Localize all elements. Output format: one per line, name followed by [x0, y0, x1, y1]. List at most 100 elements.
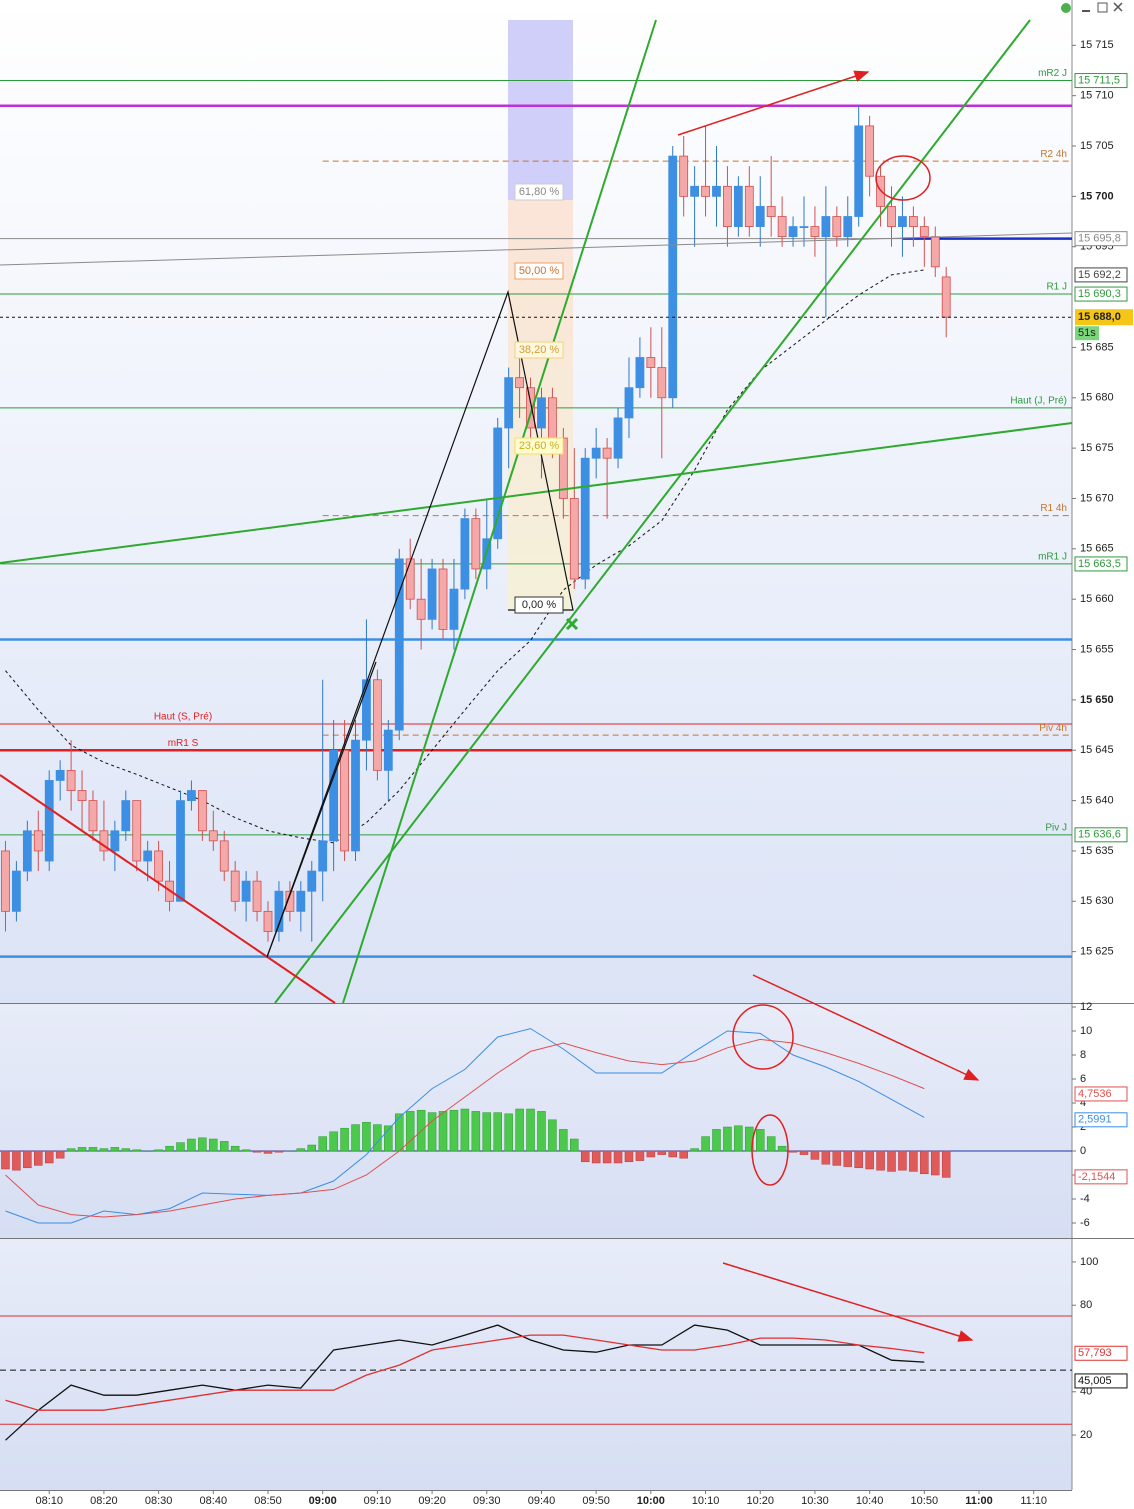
- arrow: [752, 974, 980, 1081]
- level-value-label: 15 636,6: [1078, 829, 1121, 841]
- candle-body: [832, 216, 842, 238]
- histogram-bar: [66, 1148, 76, 1152]
- histogram-bar: [198, 1137, 207, 1152]
- histogram-bar: [55, 1150, 65, 1159]
- fib-box: [514, 437, 564, 455]
- level-value-box: [1074, 556, 1128, 572]
- x-tick-label: 08:40: [200, 1495, 228, 1507]
- close-button[interactable]: [1113, 2, 1123, 12]
- histogram-bar: [548, 1119, 557, 1152]
- fib-box: [514, 183, 564, 201]
- histogram-bar: [241, 1149, 251, 1152]
- histogram-bar: [504, 1113, 513, 1152]
- candle-body: [646, 357, 656, 368]
- value-marker-box: [1074, 1373, 1128, 1389]
- candle-body: [865, 125, 875, 177]
- x-tick-label: 10:50: [911, 1495, 939, 1507]
- candle-body: [624, 387, 634, 419]
- histogram-bar: [351, 1124, 360, 1152]
- window-controls: [1061, 2, 1123, 13]
- candle-body: [219, 840, 229, 872]
- histogram-bar: [154, 1149, 163, 1152]
- candle-body: [755, 206, 765, 227]
- candle-body: [318, 840, 328, 872]
- y-tick-label: 0: [1080, 1145, 1086, 1157]
- candle-body: [307, 870, 317, 892]
- fib-label: 23,60 %: [519, 440, 560, 452]
- level-value-label: 15 690,3: [1078, 288, 1121, 300]
- x-tick-label: 10:40: [856, 1495, 884, 1507]
- highlight-circle: [751, 1114, 789, 1186]
- value-marker-label: -2,1544: [1078, 1171, 1115, 1183]
- maximize-button[interactable]: [1097, 2, 1108, 13]
- y-tick-label: 15 680: [1080, 392, 1114, 404]
- candle-body: [537, 397, 546, 429]
- candle-body: [919, 226, 929, 238]
- refresh-icon[interactable]: [1061, 3, 1071, 13]
- value-marker-label: 45,005: [1078, 1375, 1112, 1387]
- fib-label: 38,20 %: [519, 344, 560, 356]
- candle-body: [383, 729, 393, 771]
- candle-body: [263, 910, 273, 932]
- x-tick-label: 10:00: [637, 1495, 665, 1507]
- level-label: mR1 J: [1038, 552, 1067, 563]
- y-tick-label: 15 705: [1080, 140, 1114, 152]
- fib-box: [514, 596, 564, 614]
- y-tick-label: 15 635: [1080, 845, 1114, 857]
- histogram-bar: [285, 1150, 295, 1152]
- y-tick-label: 15 660: [1080, 593, 1114, 605]
- candle-body: [887, 206, 896, 227]
- level-label: Haut (J, Pré): [1010, 395, 1067, 406]
- histogram-bar: [176, 1142, 185, 1152]
- time-axis: [0, 1490, 1072, 1509]
- annotations: [0, 19, 1073, 1342]
- y-tick-label: 15 655: [1080, 643, 1114, 655]
- x-tick-label: 08:20: [90, 1495, 118, 1507]
- x-tick-label: 09:20: [418, 1495, 446, 1507]
- arrow: [677, 70, 870, 136]
- histogram-bar: [602, 1150, 612, 1164]
- level-value-box: [1074, 286, 1128, 302]
- histogram-bar: [799, 1150, 809, 1155]
- histogram-bar: [44, 1150, 54, 1164]
- x-tick-label: 08:10: [35, 1495, 63, 1507]
- y-tick-label: 15 710: [1080, 90, 1114, 102]
- histogram-bar: [209, 1138, 218, 1152]
- minimize-button[interactable]: [1082, 10, 1090, 12]
- x-tick-label: 08:50: [254, 1495, 282, 1507]
- histogram-bar: [340, 1127, 349, 1152]
- y-tick-label: 6: [1080, 1073, 1086, 1085]
- histogram-bar: [460, 1108, 470, 1152]
- y-tick-label: 15 640: [1080, 794, 1114, 806]
- candle-body: [372, 679, 382, 771]
- histogram-bar: [395, 1113, 404, 1152]
- histogram-bar: [657, 1150, 667, 1155]
- candle-body: [55, 769, 65, 781]
- histogram-bar: [88, 1147, 98, 1152]
- candle-body: [591, 447, 601, 459]
- histogram-bar: [734, 1125, 743, 1152]
- histogram-bar: [832, 1150, 842, 1166]
- fib-label: 50,00 %: [519, 265, 560, 277]
- histogram-bar: [12, 1150, 21, 1171]
- histogram-bar: [77, 1147, 87, 1152]
- candle-body: [460, 518, 470, 590]
- candle-body: [810, 226, 820, 238]
- x-tick-label: 11:00: [965, 1495, 993, 1507]
- x-tick-label: 09:50: [582, 1495, 610, 1507]
- trend-line: [0, 422, 1073, 564]
- histogram-bar: [449, 1109, 459, 1152]
- histogram-bar: [99, 1148, 109, 1152]
- histogram-bar: [471, 1111, 481, 1152]
- y-tick-label: 12: [1080, 1001, 1092, 1013]
- y-tick-label: 100: [1080, 1256, 1098, 1268]
- histogram-bar: [909, 1150, 918, 1172]
- level-value-box: [1074, 73, 1128, 89]
- candle-body: [526, 387, 535, 429]
- candle-body: [340, 749, 349, 852]
- histogram-bar: [777, 1145, 787, 1152]
- candle-body: [854, 125, 864, 217]
- candle-body: [1, 850, 10, 912]
- histogram-bar: [373, 1124, 382, 1152]
